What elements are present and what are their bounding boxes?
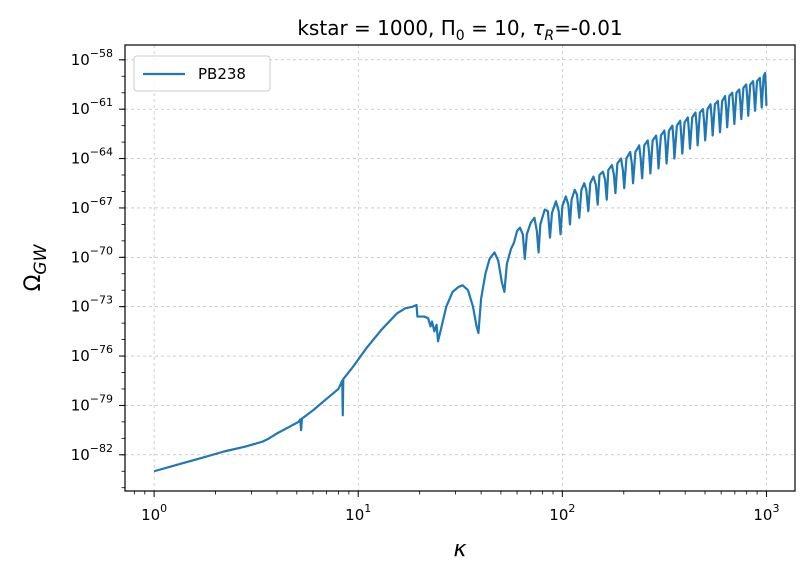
x-tick-label: 102 [549,502,575,524]
y-axis-label: ΩGW [21,243,51,291]
plot-frame [124,44,796,492]
y-tick-label: 10−79 [71,392,113,414]
x-tick-label: 100 [141,502,167,524]
legend-label-pb238: PB238 [198,65,246,83]
legend-box [133,55,271,92]
x-tick-label: 103 [753,502,779,524]
y-tick-label: 10−64 [71,146,113,168]
y-axis-ticks: 10−82 10−79 10−76 10−73 10−70 10−67 10−64 10−61… [71,47,125,489]
legend: PB238 [133,55,271,92]
y-tick-label: 10−76 [71,343,113,365]
series-layer [153,71,768,473]
y-tick-label: 10−70 [71,244,113,266]
y-tick-label: 10−82 [71,442,113,464]
series-line-pb238 [153,71,768,473]
grid-lines [125,45,795,491]
y-tick-label: 10−67 [71,195,113,217]
y-tick-label: 10−61 [71,96,113,118]
x-axis-label: κ [454,537,467,562]
x-axis-ticks: 100 101 102 103 [133,491,779,524]
y-tick-label: 10−58 [71,47,113,69]
x-tick-label: 101 [345,502,371,524]
y-tick-label: 10−73 [71,294,113,316]
chart-title: kstar = 1000, Π0 = 10, τR=-0.01 [297,16,622,44]
